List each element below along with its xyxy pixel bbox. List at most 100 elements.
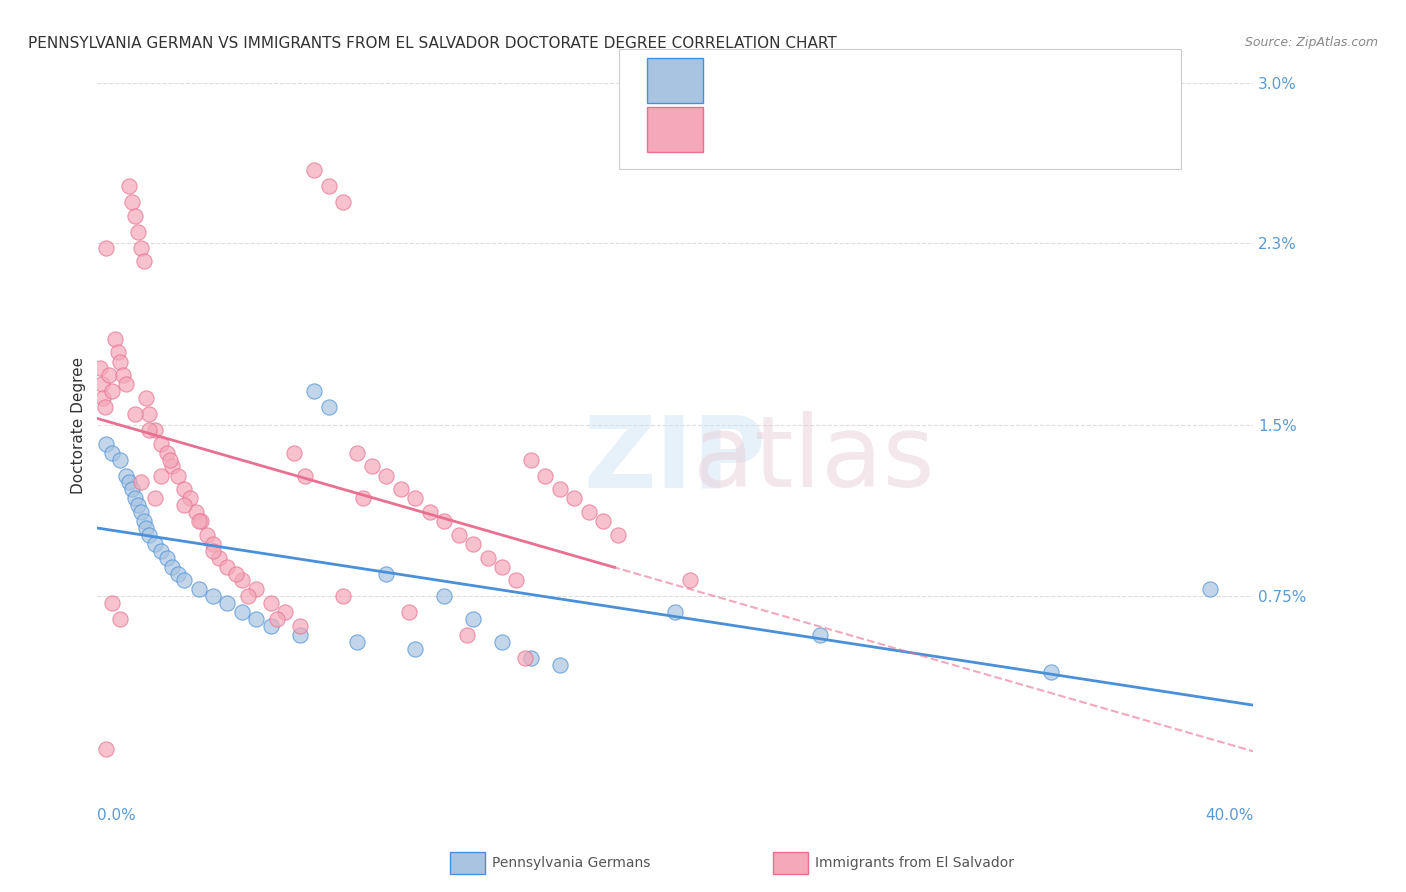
Point — [115, 377, 138, 392]
Point — [520, 452, 543, 467]
Point — [208, 550, 231, 565]
Point — [135, 521, 157, 535]
Point — [187, 514, 209, 528]
Point — [91, 391, 114, 405]
Text: Pennsylvania Germans: Pennsylvania Germans — [492, 856, 651, 871]
Point — [101, 384, 124, 399]
Point — [195, 528, 218, 542]
Point — [664, 605, 686, 619]
Point — [90, 377, 112, 392]
Point — [404, 641, 426, 656]
Point — [94, 436, 117, 450]
Point — [477, 550, 499, 565]
Point — [173, 482, 195, 496]
Y-axis label: Doctorate Degree: Doctorate Degree — [72, 357, 86, 494]
Point — [94, 241, 117, 255]
Point — [548, 657, 571, 672]
Point — [361, 459, 384, 474]
Point — [260, 619, 283, 633]
Point — [548, 482, 571, 496]
Point — [375, 468, 398, 483]
Point — [592, 514, 614, 528]
Point — [231, 605, 253, 619]
Point — [332, 590, 354, 604]
Point — [461, 612, 484, 626]
Point — [104, 332, 127, 346]
Point — [404, 491, 426, 506]
Point — [318, 179, 340, 194]
Point — [89, 361, 111, 376]
Point — [156, 446, 179, 460]
Point — [505, 574, 527, 588]
Point — [107, 345, 129, 359]
Point — [513, 651, 536, 665]
Point — [93, 400, 115, 414]
Point — [135, 391, 157, 405]
Point — [110, 612, 132, 626]
Point — [110, 452, 132, 467]
Point — [346, 635, 368, 649]
Point — [121, 482, 143, 496]
Point — [433, 590, 456, 604]
Text: N = 39: N = 39 — [893, 66, 950, 80]
Text: atlas: atlas — [693, 411, 935, 508]
Point — [129, 505, 152, 519]
Text: 0.0%: 0.0% — [97, 808, 136, 823]
Point — [97, 368, 120, 383]
Point — [491, 635, 513, 649]
Point — [138, 407, 160, 421]
Point — [245, 612, 267, 626]
Point — [1199, 582, 1222, 597]
Point — [132, 254, 155, 268]
Point — [124, 407, 146, 421]
Point — [156, 550, 179, 565]
Point — [162, 459, 184, 474]
Point — [520, 651, 543, 665]
Point — [124, 491, 146, 506]
Point — [101, 596, 124, 610]
Text: -0.508: -0.508 — [778, 66, 832, 80]
Point — [201, 537, 224, 551]
Point — [288, 619, 311, 633]
Point — [173, 498, 195, 512]
Point — [266, 612, 288, 626]
Point — [201, 543, 224, 558]
Point — [190, 514, 212, 528]
Point — [283, 446, 305, 460]
Point — [110, 354, 132, 368]
Point — [118, 475, 141, 490]
Point — [578, 505, 600, 519]
Point — [187, 582, 209, 597]
Point — [1040, 665, 1063, 679]
Point — [274, 605, 297, 619]
Point — [167, 566, 190, 581]
Point — [132, 514, 155, 528]
Point — [101, 446, 124, 460]
Point — [225, 566, 247, 581]
Point — [149, 543, 172, 558]
Text: PENNSYLVANIA GERMAN VS IMMIGRANTS FROM EL SALVADOR DOCTORATE DEGREE CORRELATION : PENNSYLVANIA GERMAN VS IMMIGRANTS FROM E… — [28, 36, 837, 51]
Point — [184, 505, 207, 519]
Point — [167, 468, 190, 483]
Point — [245, 582, 267, 597]
Point — [461, 537, 484, 551]
Point — [127, 225, 149, 239]
Point — [456, 628, 478, 642]
Point — [352, 491, 374, 506]
Point — [115, 468, 138, 483]
Point — [143, 491, 166, 506]
Text: N = 83: N = 83 — [893, 116, 950, 130]
Point — [112, 368, 135, 383]
Text: -0.191: -0.191 — [778, 116, 832, 130]
Point — [217, 596, 239, 610]
Point — [447, 528, 470, 542]
Point — [231, 574, 253, 588]
Point — [808, 628, 831, 642]
Point — [138, 423, 160, 437]
Point — [679, 574, 702, 588]
Point — [159, 452, 181, 467]
Point — [332, 194, 354, 209]
Point — [419, 505, 441, 519]
Text: Immigrants from El Salvador: Immigrants from El Salvador — [815, 856, 1015, 871]
Point — [346, 446, 368, 460]
